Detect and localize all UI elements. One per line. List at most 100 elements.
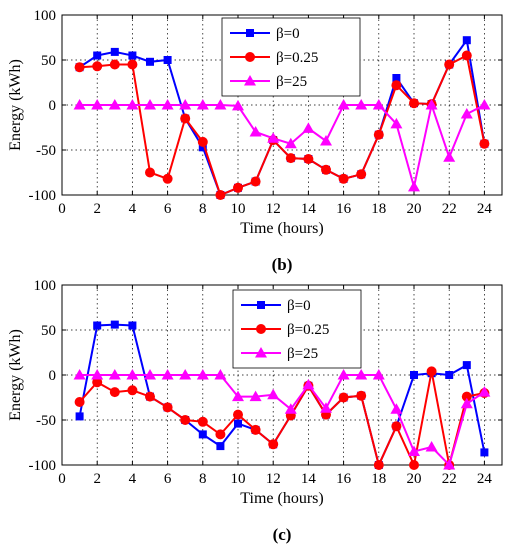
data-point (197, 136, 208, 147)
data-point (250, 424, 261, 435)
y-tick-label: -50 (36, 413, 56, 429)
legend-label: β=0 (287, 298, 311, 314)
x-tick-label: 16 (336, 201, 352, 217)
data-point (91, 99, 104, 110)
x-tick-label: 14 (301, 201, 317, 217)
data-point (355, 369, 368, 380)
data-point (373, 460, 384, 470)
data-point (284, 137, 297, 149)
legend-label: β=0.25 (287, 322, 329, 338)
data-point (479, 138, 490, 149)
series-line (79, 374, 485, 467)
x-tick-label: 2 (93, 201, 101, 217)
x-tick-label: 12 (266, 201, 281, 217)
data-point (391, 421, 402, 432)
series-circle (74, 366, 490, 470)
x-tick-label: 8 (199, 471, 207, 487)
data-point (480, 448, 489, 457)
data-point (460, 397, 473, 409)
data-point (338, 173, 349, 184)
data-point (144, 369, 156, 380)
x-tick-label: 22 (442, 471, 457, 487)
data-point (462, 36, 471, 45)
x-tick-label: 20 (407, 471, 422, 487)
y-tick-label: 100 (34, 8, 57, 24)
series-triangle (73, 99, 491, 192)
data-point (321, 164, 331, 175)
legend-marker (245, 52, 255, 62)
data-point (445, 371, 454, 379)
data-point (91, 369, 104, 380)
data-point (162, 173, 173, 184)
data-point (426, 366, 437, 377)
data-point (126, 369, 139, 380)
data-point (232, 99, 244, 111)
data-point (460, 108, 473, 119)
data-point (372, 99, 385, 110)
x-tick-label: 6 (164, 201, 172, 217)
data-point (408, 445, 420, 456)
data-point (268, 439, 279, 450)
data-point (233, 182, 243, 193)
data-point (92, 377, 103, 388)
data-point (234, 419, 242, 428)
data-point (179, 369, 192, 380)
x-axis-label: Time (hours) (240, 490, 323, 507)
x-tick-label: 20 (407, 201, 422, 217)
data-point (249, 390, 262, 402)
x-tick-label: 10 (231, 201, 246, 217)
data-point (198, 143, 207, 152)
data-point (444, 59, 455, 70)
x-tick-label: 4 (129, 471, 137, 487)
y-tick-label: -100 (29, 188, 57, 204)
series-triangle (73, 369, 491, 470)
data-point (390, 403, 403, 414)
data-point (478, 99, 491, 110)
data-point (391, 80, 402, 91)
y-tick-label: 0 (49, 98, 57, 114)
data-point (128, 51, 137, 60)
data-point (126, 99, 139, 110)
data-point (128, 321, 137, 330)
x-tick-label: 2 (93, 471, 101, 487)
data-point (197, 416, 208, 427)
data-point (232, 390, 244, 402)
data-point (337, 369, 350, 380)
legend: β=0 β=0.25 β=25 (221, 17, 361, 97)
y-tick-label: -100 (29, 458, 57, 474)
data-point (355, 99, 368, 110)
data-point (461, 50, 472, 61)
legend-marker (256, 324, 266, 334)
data-point (145, 391, 155, 402)
y-axis-label: Energy (kWh) (7, 329, 24, 421)
data-point (250, 176, 261, 187)
x-tick-label: 24 (477, 201, 493, 217)
y-axis-label: Energy (kWh) (7, 59, 24, 151)
data-point (109, 59, 120, 70)
data-point (214, 99, 227, 110)
data-point (216, 442, 225, 451)
data-point (127, 59, 138, 70)
data-point (267, 388, 280, 400)
data-point (73, 99, 86, 110)
data-point (302, 122, 315, 133)
data-point (161, 99, 174, 110)
data-point (196, 99, 209, 110)
x-tick-label: 22 (442, 201, 457, 217)
x-tick-label: 18 (371, 201, 386, 217)
data-point (320, 135, 332, 146)
data-point (215, 190, 226, 200)
data-point (284, 403, 297, 414)
legend-marker (246, 29, 254, 37)
data-point (93, 321, 102, 330)
x-tick-label: 0 (58, 471, 66, 487)
legend-marker (255, 347, 267, 358)
data-point (462, 361, 471, 370)
data-point (372, 369, 385, 380)
series-circle (74, 50, 490, 200)
x-tick-label: 14 (301, 471, 317, 487)
data-point (93, 51, 102, 60)
data-point (73, 369, 86, 380)
legend-label: β=25 (276, 74, 307, 90)
